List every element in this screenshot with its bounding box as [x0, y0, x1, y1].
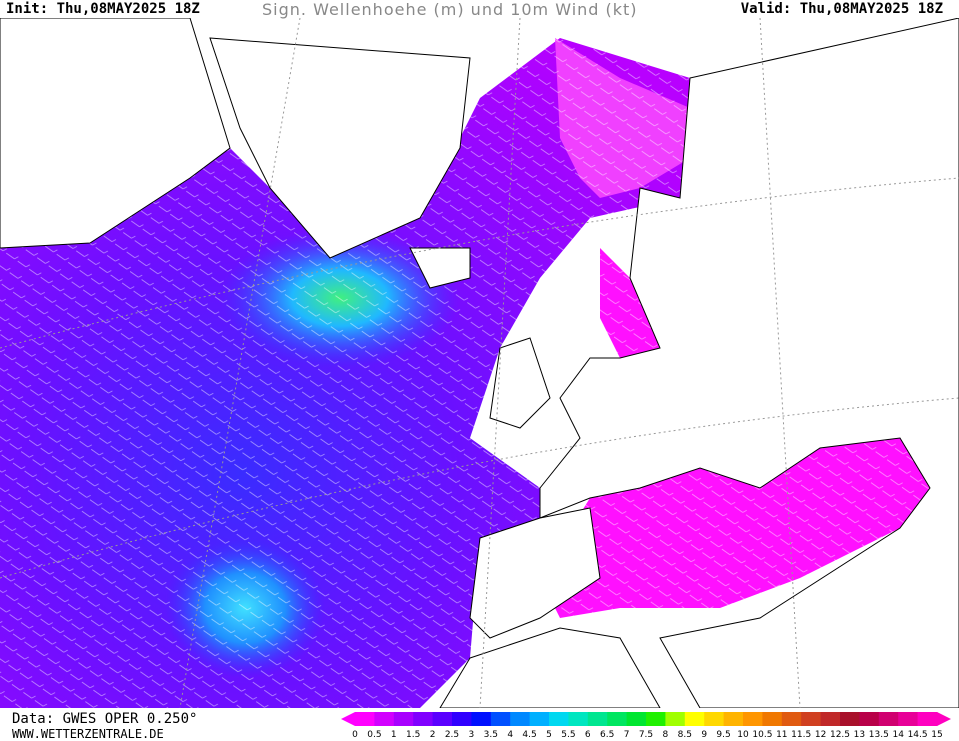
colorbar-label: 10	[737, 730, 749, 740]
colorbar-cell	[549, 712, 569, 726]
colorbar-cell	[529, 712, 550, 726]
colorbar-label: 8	[663, 730, 669, 740]
colorbar-label: 9.5	[716, 730, 730, 740]
colorbar-label: 13.5	[869, 730, 889, 740]
colorbar-label: 6.5	[600, 730, 614, 740]
colorbar-cell	[704, 712, 725, 726]
colorbar-cell	[471, 712, 492, 726]
colorbar-cell	[820, 712, 841, 726]
graticule	[0, 18, 959, 708]
colorbar-cell	[452, 712, 472, 726]
colorbar-arrow	[341, 712, 355, 726]
init-label: Init: Thu,08MAY2025 18Z	[6, 1, 200, 17]
colorbar-label: 2	[430, 730, 436, 740]
colorbar-cell	[840, 712, 860, 726]
colorbar-label: 10.5	[752, 730, 772, 740]
colorbar-label: 5	[546, 730, 552, 740]
colorbar-cell	[393, 712, 414, 726]
colorbar-cell	[646, 712, 666, 726]
colorbar-cell	[568, 712, 589, 726]
colorbar-label: 6	[585, 730, 591, 740]
colorbar-cell	[374, 712, 395, 726]
colorbar-cell	[355, 712, 375, 726]
colorbar-label: 2.5	[445, 730, 459, 740]
colorbar-label: 11.5	[791, 730, 811, 740]
colorbar-label: 3.5	[484, 730, 498, 740]
colorbar-cell	[490, 712, 511, 726]
colorbar-cell	[781, 712, 802, 726]
colorbar-label: 15	[931, 730, 942, 740]
colorbar-label: 8.5	[678, 730, 692, 740]
colorbar-cell	[762, 712, 783, 726]
colorbar-cell	[743, 712, 763, 726]
colorbar-label: 4.5	[522, 730, 536, 740]
colorbar-label: 11	[776, 730, 787, 740]
colorbar: 0 0.5 1 1.5 2 2.5 3 3.5 4 4.5 5 5.5 6 6.5 7 7.5 8 8.5 9 9.5…	[341, 712, 951, 740]
data-source: Data: GWES OPER 0.250°	[12, 711, 198, 727]
colorbar-label: 1	[391, 730, 397, 740]
colorbar-arrow	[937, 712, 951, 726]
colorbar-cell	[607, 712, 628, 726]
colorbar-label: 7.5	[639, 730, 653, 740]
colorbar-label: 4	[507, 730, 513, 740]
colorbar-label: 13	[854, 730, 865, 740]
colorbar-label: 5.5	[561, 730, 575, 740]
colorbar-label: 12.5	[830, 730, 850, 740]
map-title: Sign. Wellenhoehe (m) und 10m Wind (kt)	[262, 0, 638, 19]
colorbar-cell	[801, 712, 822, 726]
colorbar-cell	[432, 712, 453, 726]
colorbar-cell	[665, 712, 686, 726]
colorbar-cell	[917, 712, 938, 726]
colorbar-label: 14.5	[908, 730, 928, 740]
colorbar-cell	[898, 712, 919, 726]
colorbar-cell	[413, 712, 434, 726]
colorbar-cell	[878, 712, 899, 726]
colorbar-label: 3	[469, 730, 475, 740]
colorbar-cell	[723, 712, 744, 726]
website: WWW.WETTERZENTRALE.DE	[12, 727, 164, 741]
colorbar-cell	[684, 712, 705, 726]
valid-label: Valid: Thu,08MAY2025 18Z	[740, 1, 943, 17]
colorbar-label: 9	[701, 730, 707, 740]
colorbar-label: 0	[352, 730, 358, 740]
colorbar-cell	[510, 712, 531, 726]
colorbar-cell	[859, 712, 880, 726]
land	[0, 18, 959, 708]
colorbar-cell	[626, 712, 647, 726]
colorbar-label: 14	[892, 730, 904, 740]
colorbar-label: 0.5	[367, 730, 381, 740]
colorbar-label: 12	[815, 730, 826, 740]
colorbar-cell	[587, 712, 608, 726]
map	[0, 18, 959, 708]
colorbar-label: 7	[624, 730, 630, 740]
colorbar-label: 1.5	[406, 730, 420, 740]
